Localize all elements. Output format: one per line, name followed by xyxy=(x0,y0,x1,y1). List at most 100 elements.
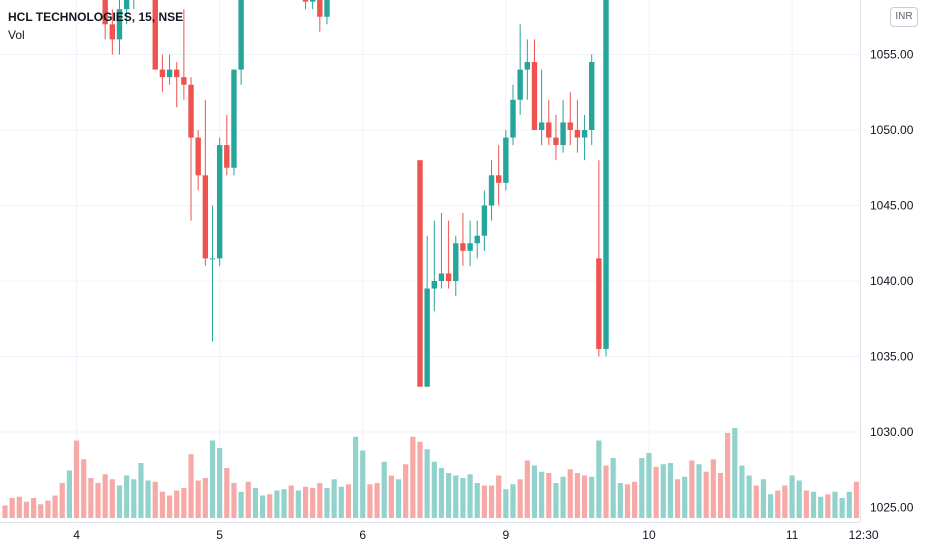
volume-bar xyxy=(610,458,616,518)
y-tick-label: 1055.00 xyxy=(870,48,914,62)
candle-body xyxy=(109,24,116,40)
volume-bar xyxy=(152,481,158,518)
volume-bar xyxy=(9,498,15,518)
volume-bar xyxy=(2,505,8,518)
candle-body xyxy=(224,145,230,168)
symbol-title[interactable]: HCL TECHNOLOGIES, 15, NSE xyxy=(8,10,184,24)
volume-bar xyxy=(131,479,137,518)
volume-bar xyxy=(274,490,280,518)
volume-bar xyxy=(689,460,695,518)
volume-bar xyxy=(803,490,809,518)
volume-bar xyxy=(632,481,638,518)
volume-bar xyxy=(539,471,545,518)
volume-bar xyxy=(639,458,645,518)
candle-body xyxy=(431,281,437,289)
currency-badge[interactable]: INR xyxy=(890,7,918,27)
volume-bar xyxy=(438,468,445,518)
candle-body xyxy=(166,69,173,78)
candle-body xyxy=(445,273,452,281)
candle-body xyxy=(467,243,473,251)
candle-body xyxy=(538,122,545,130)
volume-bar xyxy=(839,498,845,518)
y-tick-label: 1030.00 xyxy=(870,425,914,439)
volume-bar xyxy=(245,481,251,518)
volume-bar xyxy=(646,453,652,518)
candle-body xyxy=(238,0,244,70)
volume-bar xyxy=(424,449,430,518)
volume-bar xyxy=(746,475,752,518)
volume-bar xyxy=(589,476,595,518)
price-axis[interactable]: 1025.00 1030.00 1035.00 1040.00 1045.00 1050.… xyxy=(870,0,914,515)
volume-bar xyxy=(45,500,51,518)
volume-bar xyxy=(560,476,566,518)
volume-bar xyxy=(38,504,44,518)
y-tick-label: 1050.00 xyxy=(870,123,914,137)
volume-bar xyxy=(789,475,795,518)
candle-body xyxy=(460,243,466,251)
volume-bar xyxy=(95,483,101,518)
volume-legend-label[interactable]: Vol xyxy=(8,28,25,42)
volume-bar xyxy=(782,485,788,518)
volume-bar xyxy=(331,479,337,518)
candle-body xyxy=(317,0,323,17)
candle-body xyxy=(553,137,559,146)
volume-bar xyxy=(345,484,352,518)
volume-bar xyxy=(567,469,573,518)
volume-bar xyxy=(302,486,309,518)
candle-body xyxy=(581,130,588,138)
volume-bar xyxy=(467,474,473,518)
volume-bar xyxy=(59,483,65,518)
candle-body xyxy=(560,122,566,146)
volume-bar xyxy=(832,491,838,518)
volume-bar xyxy=(846,491,852,518)
volume-bar xyxy=(367,484,373,518)
volume-bar xyxy=(825,494,831,518)
volume-bar xyxy=(224,468,230,518)
volume-bar xyxy=(410,436,416,518)
volume-bar xyxy=(667,463,674,518)
volume-bar xyxy=(481,485,487,518)
volume-bar xyxy=(546,473,552,518)
volume-bar xyxy=(217,448,223,518)
y-tick-label: 1045.00 xyxy=(870,199,914,213)
volume-bar xyxy=(682,476,688,518)
volume-bar xyxy=(52,495,58,518)
volume-bar xyxy=(460,478,466,518)
candle-body xyxy=(302,0,309,2)
volume-bar xyxy=(624,484,631,518)
volume-bar xyxy=(510,484,516,518)
candle-body xyxy=(438,273,445,281)
candle-body xyxy=(174,69,180,78)
volume-bar xyxy=(660,464,666,518)
candle-body xyxy=(188,84,194,138)
volume-bar xyxy=(202,478,208,518)
volume-bar xyxy=(775,490,781,518)
volume-bar xyxy=(174,490,180,518)
candle-body xyxy=(603,0,609,349)
volume-bar xyxy=(381,461,387,518)
volume-bar xyxy=(31,498,37,518)
volume-bars xyxy=(2,428,860,518)
candle-body xyxy=(159,69,166,78)
volume-bar xyxy=(732,428,738,518)
volume-bar xyxy=(603,465,609,518)
candle-body xyxy=(488,175,495,206)
y-tick-label: 1040.00 xyxy=(870,274,914,288)
candle-body xyxy=(531,62,538,130)
volume-bar xyxy=(725,433,731,518)
volume-bar xyxy=(124,475,130,518)
candle-body xyxy=(510,99,516,138)
candle-body xyxy=(481,205,488,236)
volume-bar xyxy=(388,475,394,518)
volume-bar xyxy=(596,440,602,518)
time-axis[interactable]: 4 5 6 9 10 11 12:30 xyxy=(73,528,879,542)
volume-bar xyxy=(238,491,244,518)
candle-body xyxy=(181,77,187,85)
volume-bar xyxy=(181,488,187,518)
volume-bar xyxy=(417,441,423,518)
volume-bar xyxy=(23,501,30,518)
volume-bar xyxy=(853,481,860,518)
candle-body xyxy=(209,258,216,260)
